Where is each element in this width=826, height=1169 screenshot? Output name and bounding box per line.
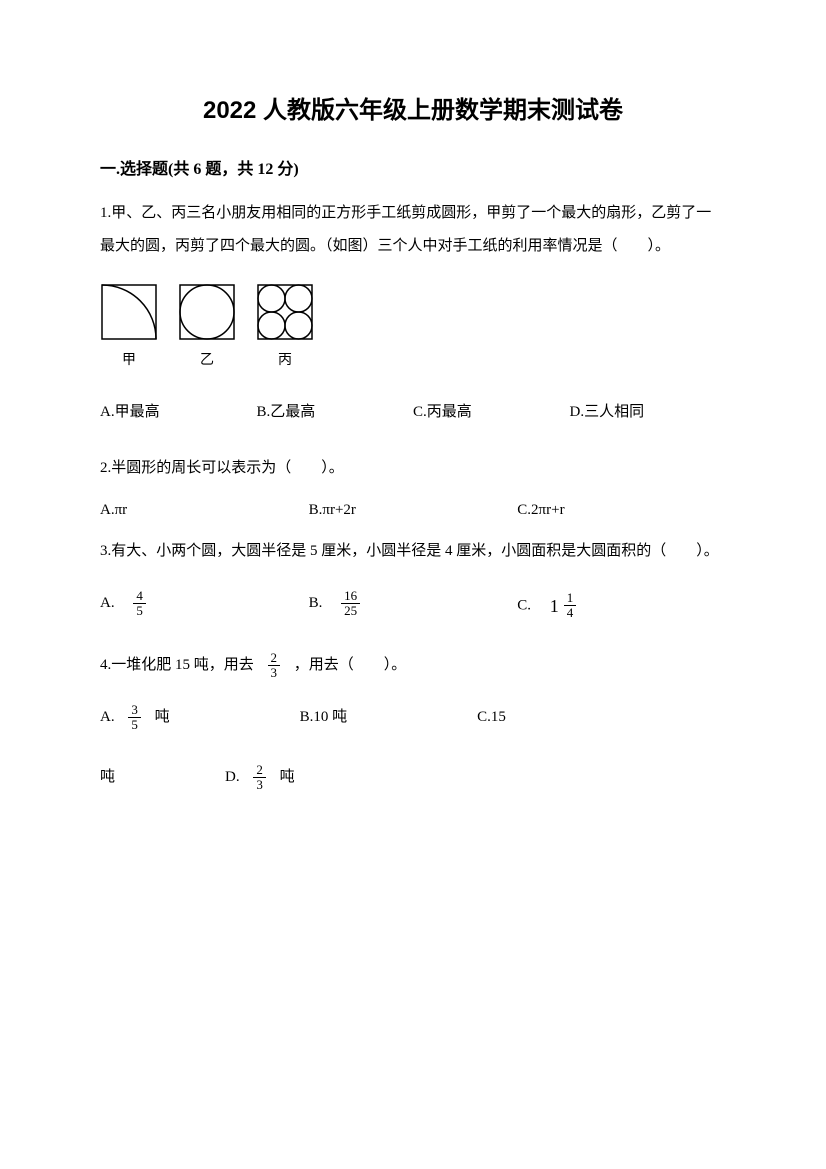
figure-label-b: 乙 [200, 346, 214, 377]
q3-c-whole: 1 [550, 588, 559, 624]
q4-text-post: ，用去（ ）。 [294, 657, 407, 673]
q3-b-label: B. [309, 595, 323, 611]
q4-options: A. 3 5 吨 B.10 吨 C.15 [100, 702, 726, 762]
q1-option-b: B.乙最高 [257, 397, 414, 427]
fraction-icon: 2 3 [268, 651, 281, 681]
q4-c-unit: 吨 [100, 762, 115, 792]
figure-bing: 丙 [256, 283, 314, 377]
fraction-icon: 1 4 [564, 591, 577, 621]
q3-c-label: C. [517, 597, 531, 613]
q3-option-a: A. 4 5 [100, 588, 309, 624]
fraction-icon: 16 25 [341, 589, 360, 619]
q3-option-c: C. 1 1 4 [517, 588, 726, 624]
q2-option-b: B.πr+2r [309, 495, 518, 525]
q1-options: A.甲最高 B.乙最高 C.丙最高 D.三人相同 [100, 397, 726, 427]
question-4: 4.一堆化肥 15 吨，用去 2 3 ，用去（ ）。 A. 3 5 吨 B.10… [100, 649, 726, 793]
q4-text: 4.一堆化肥 15 吨，用去 2 3 ，用去（ ）。 [100, 649, 726, 682]
q3-text: 3.有大、小两个圆，大圆半径是 5 厘米，小圆半径是 4 厘米，小圆面积是大圆面… [100, 535, 726, 568]
q4-options-line2: 吨 D. 2 3 吨 [100, 762, 726, 792]
fraction-icon: 3 5 [128, 703, 141, 733]
question-3: 3.有大、小两个圆，大圆半径是 5 厘米，小圆半径是 4 厘米，小圆面积是大圆面… [100, 535, 726, 624]
mixed-number-icon: 1 1 4 [550, 588, 580, 624]
q3-b-den: 25 [341, 604, 360, 618]
q4-option-c: C.15 [477, 702, 506, 732]
q2-option-a: A.πr [100, 495, 309, 525]
q4-option-d: D. 2 3 吨 [225, 762, 295, 792]
q3-c-den: 4 [564, 606, 577, 620]
q2-text: 2.半圆形的周长可以表示为（ ）。 [100, 452, 726, 485]
question-2: 2.半圆形的周长可以表示为（ ）。 A.πr B.πr+2r C.2πr+r [100, 452, 726, 525]
q3-options: A. 4 5 B. 16 25 C. 1 1 4 [100, 588, 726, 624]
q2-options: A.πr B.πr+2r C.2πr+r [100, 495, 726, 525]
q1-figures: 甲 乙 丙 [100, 283, 726, 377]
q1-option-a: A.甲最高 [100, 397, 257, 427]
q4-d-den: 3 [253, 778, 266, 792]
section-header: 一.选择题(共 6 题，共 12 分) [100, 155, 726, 179]
q4-d-num: 2 [253, 763, 266, 778]
q4-a-den: 5 [128, 718, 141, 732]
q4-a-label: A. [100, 709, 115, 725]
q3-b-num: 16 [341, 589, 360, 604]
q3-c-num: 1 [564, 591, 577, 606]
q4-d-unit: 吨 [280, 769, 295, 785]
q4-option-b: B.10 吨 [300, 702, 348, 732]
quarter-circle-icon [100, 283, 158, 341]
q3-a-den: 5 [133, 604, 146, 618]
q4-a-num: 3 [128, 703, 141, 718]
four-circles-icon [256, 283, 314, 341]
fraction-icon: 2 3 [253, 763, 266, 793]
q3-option-b: B. 16 25 [309, 588, 518, 624]
figure-label-a: 甲 [122, 346, 136, 377]
q1-option-c: C.丙最高 [413, 397, 570, 427]
single-circle-icon [178, 283, 236, 341]
figure-jia: 甲 [100, 283, 158, 377]
q3-a-num: 4 [133, 589, 146, 604]
q4-frac-den: 3 [268, 666, 281, 680]
q3-a-label: A. [100, 595, 115, 611]
q1-text: 1.甲、乙、丙三名小朋友用相同的正方形手工纸剪成圆形，甲剪了一个最大的扇形，乙剪… [100, 197, 726, 263]
figure-yi: 乙 [178, 283, 236, 377]
q1-option-d: D.三人相同 [570, 397, 727, 427]
question-1: 1.甲、乙、丙三名小朋友用相同的正方形手工纸剪成圆形，甲剪了一个最大的扇形，乙剪… [100, 197, 726, 427]
q4-d-label: D. [225, 769, 240, 785]
q4-frac-num: 2 [268, 651, 281, 666]
q4-a-unit: 吨 [155, 709, 170, 725]
q4-option-a: A. 3 5 吨 [100, 702, 170, 732]
figure-label-c: 丙 [278, 346, 292, 377]
page-title: 2022 人教版六年级上册数学期末测试卷 [100, 90, 726, 125]
fraction-icon: 4 5 [133, 589, 146, 619]
q4-text-pre: 4.一堆化肥 15 吨，用去 [100, 657, 254, 673]
q2-option-c: C.2πr+r [517, 495, 726, 525]
